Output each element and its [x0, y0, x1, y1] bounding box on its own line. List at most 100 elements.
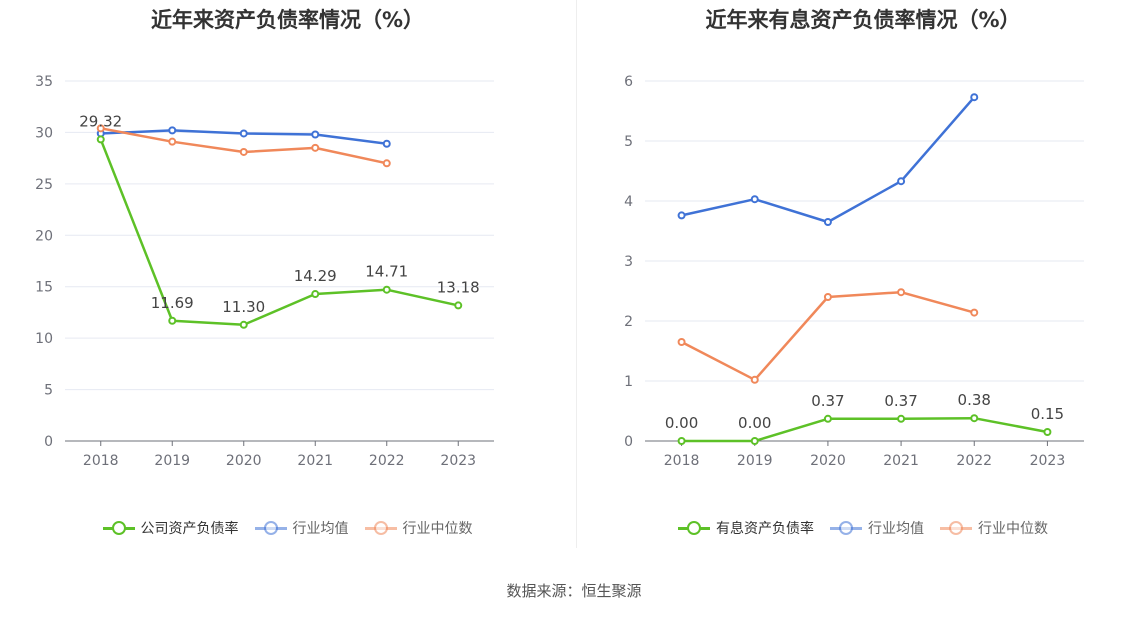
x-tick-label: 2021 [297, 453, 333, 469]
legend-line-icon [364, 521, 397, 535]
data-point [239, 320, 248, 329]
y-tick-label: 4 [624, 194, 633, 210]
data-label: 0.00 [665, 414, 698, 432]
x-tick-label: 2020 [810, 453, 846, 469]
x-axis-ticks: 2018 2019 2020 2021 2022 2023 [664, 441, 1065, 469]
y-tick-label: 10 [35, 331, 53, 347]
y-axis-ticks: 0 1 2 3 4 5 6 [624, 74, 633, 450]
data-point [823, 218, 832, 226]
data-label: 0.37 [884, 392, 917, 410]
series-line [681, 416, 1048, 443]
legend: 公司资产负债率 行业均值 行业中位数 [0, 518, 575, 538]
data-label: 0.00 [738, 414, 771, 432]
data-point [970, 308, 979, 317]
series-1 [677, 93, 979, 226]
x-tick-label: 2018 [664, 453, 700, 469]
y-tick-label: 15 [35, 280, 53, 296]
y-tick-label: 1 [624, 374, 633, 390]
legend-label: 有息资产负债率 [716, 521, 814, 537]
legend-label: 行业均值 [868, 521, 924, 537]
x-tick-label: 2018 [83, 453, 119, 469]
data-point [897, 414, 906, 423]
data-point [168, 137, 177, 146]
series-0: 0.00 0.00 0.37 0.37 0.38 0.15 [665, 391, 1064, 445]
legend-line-icon [254, 521, 287, 535]
legend-item-company[interactable]: 公司资产负债率 [102, 518, 239, 538]
data-point [382, 139, 391, 148]
legend-label: 公司资产负债率 [140, 521, 239, 537]
data-point [1043, 428, 1052, 436]
data-label: 13.18 [437, 278, 480, 296]
y-tick-label: 5 [624, 134, 633, 150]
legend-item-industry-median[interactable]: 行业中位数 [940, 518, 1048, 538]
x-tick-label: 2019 [154, 453, 190, 469]
y-axis-ticks: 0 5 10 15 20 25 30 35 [35, 74, 53, 450]
x-tick-label: 2019 [737, 453, 773, 469]
data-point [311, 130, 320, 139]
data-point [239, 129, 248, 138]
data-point [454, 301, 463, 310]
data-point [750, 195, 759, 204]
x-tick-label: 2020 [226, 453, 262, 469]
data-point [970, 93, 979, 102]
legend-line-icon [830, 521, 862, 535]
data-label: 0.38 [958, 391, 991, 409]
data-point [823, 414, 832, 423]
series-0: 29.32 11.69 11.30 14.29 14.71 13.18 [79, 112, 480, 329]
data-point [311, 143, 320, 152]
x-axis-ticks: 2018 2019 2020 2021 2022 2023 [83, 441, 476, 469]
legend-label: 行业均值 [292, 521, 349, 537]
data-point [239, 147, 248, 156]
series-line [681, 290, 975, 382]
panel-divider [576, 0, 577, 548]
x-tick-label: 2021 [883, 453, 919, 469]
y-tick-label: 30 [35, 125, 53, 141]
grid-lines [65, 80, 494, 391]
chart-title: 近年来有息资产负债率情况（%） [705, 8, 1021, 32]
data-label: 14.29 [294, 267, 337, 285]
y-tick-label: 6 [624, 74, 633, 90]
data-point [96, 135, 105, 144]
y-tick-label: 3 [624, 254, 633, 270]
data-label: 0.37 [811, 392, 844, 410]
y-tick-label: 2 [624, 314, 633, 330]
data-point [677, 338, 686, 346]
legend-line-icon [678, 521, 710, 535]
data-point [382, 159, 391, 168]
data-point [96, 124, 105, 133]
chart-title: 近年来资产负债率情况（%） [150, 8, 425, 32]
series-line [681, 96, 976, 224]
data-label: 29.32 [79, 112, 122, 130]
chart-panel-left: 近年来资产负债率情况（%） 0 5 10 15 20 25 30 35 2018 2019 2020… [0, 0, 575, 560]
legend-item-industry-mean[interactable]: 行业均值 [254, 518, 349, 538]
data-point [382, 285, 391, 294]
series-2 [677, 288, 979, 384]
x-tick-label: 2022 [956, 453, 992, 469]
data-point [750, 375, 759, 384]
legend-item-interest-bearing[interactable]: 有息资产负债率 [678, 518, 814, 538]
legend: 有息资产负债率 行业均值 行业中位数 [578, 518, 1148, 538]
legend-label: 行业中位数 [402, 521, 473, 537]
data-point [897, 288, 906, 297]
grid-lines [645, 80, 1084, 382]
legend-line-icon [102, 521, 135, 535]
data-label: 11.30 [222, 298, 265, 316]
series-2 [96, 124, 391, 168]
data-point [168, 126, 177, 135]
data-point [677, 211, 686, 220]
x-tick-label: 2023 [440, 453, 476, 469]
data-point [311, 290, 320, 299]
y-tick-label: 35 [35, 74, 53, 90]
legend-item-industry-median[interactable]: 行业中位数 [364, 518, 473, 538]
legend-item-industry-mean[interactable]: 行业均值 [830, 518, 924, 538]
y-tick-label: 0 [44, 434, 53, 450]
data-point [970, 414, 979, 423]
data-label: 0.15 [1031, 405, 1064, 423]
chart-panel-right: 近年来有息资产负债率情况（%） 0 1 2 3 4 5 6 2018 2019 2020 2021 2… [578, 0, 1148, 560]
data-point [750, 437, 759, 445]
y-tick-label: 20 [35, 228, 53, 244]
legend-line-icon [940, 521, 972, 535]
data-point [897, 177, 906, 186]
x-tick-label: 2023 [1030, 453, 1066, 469]
